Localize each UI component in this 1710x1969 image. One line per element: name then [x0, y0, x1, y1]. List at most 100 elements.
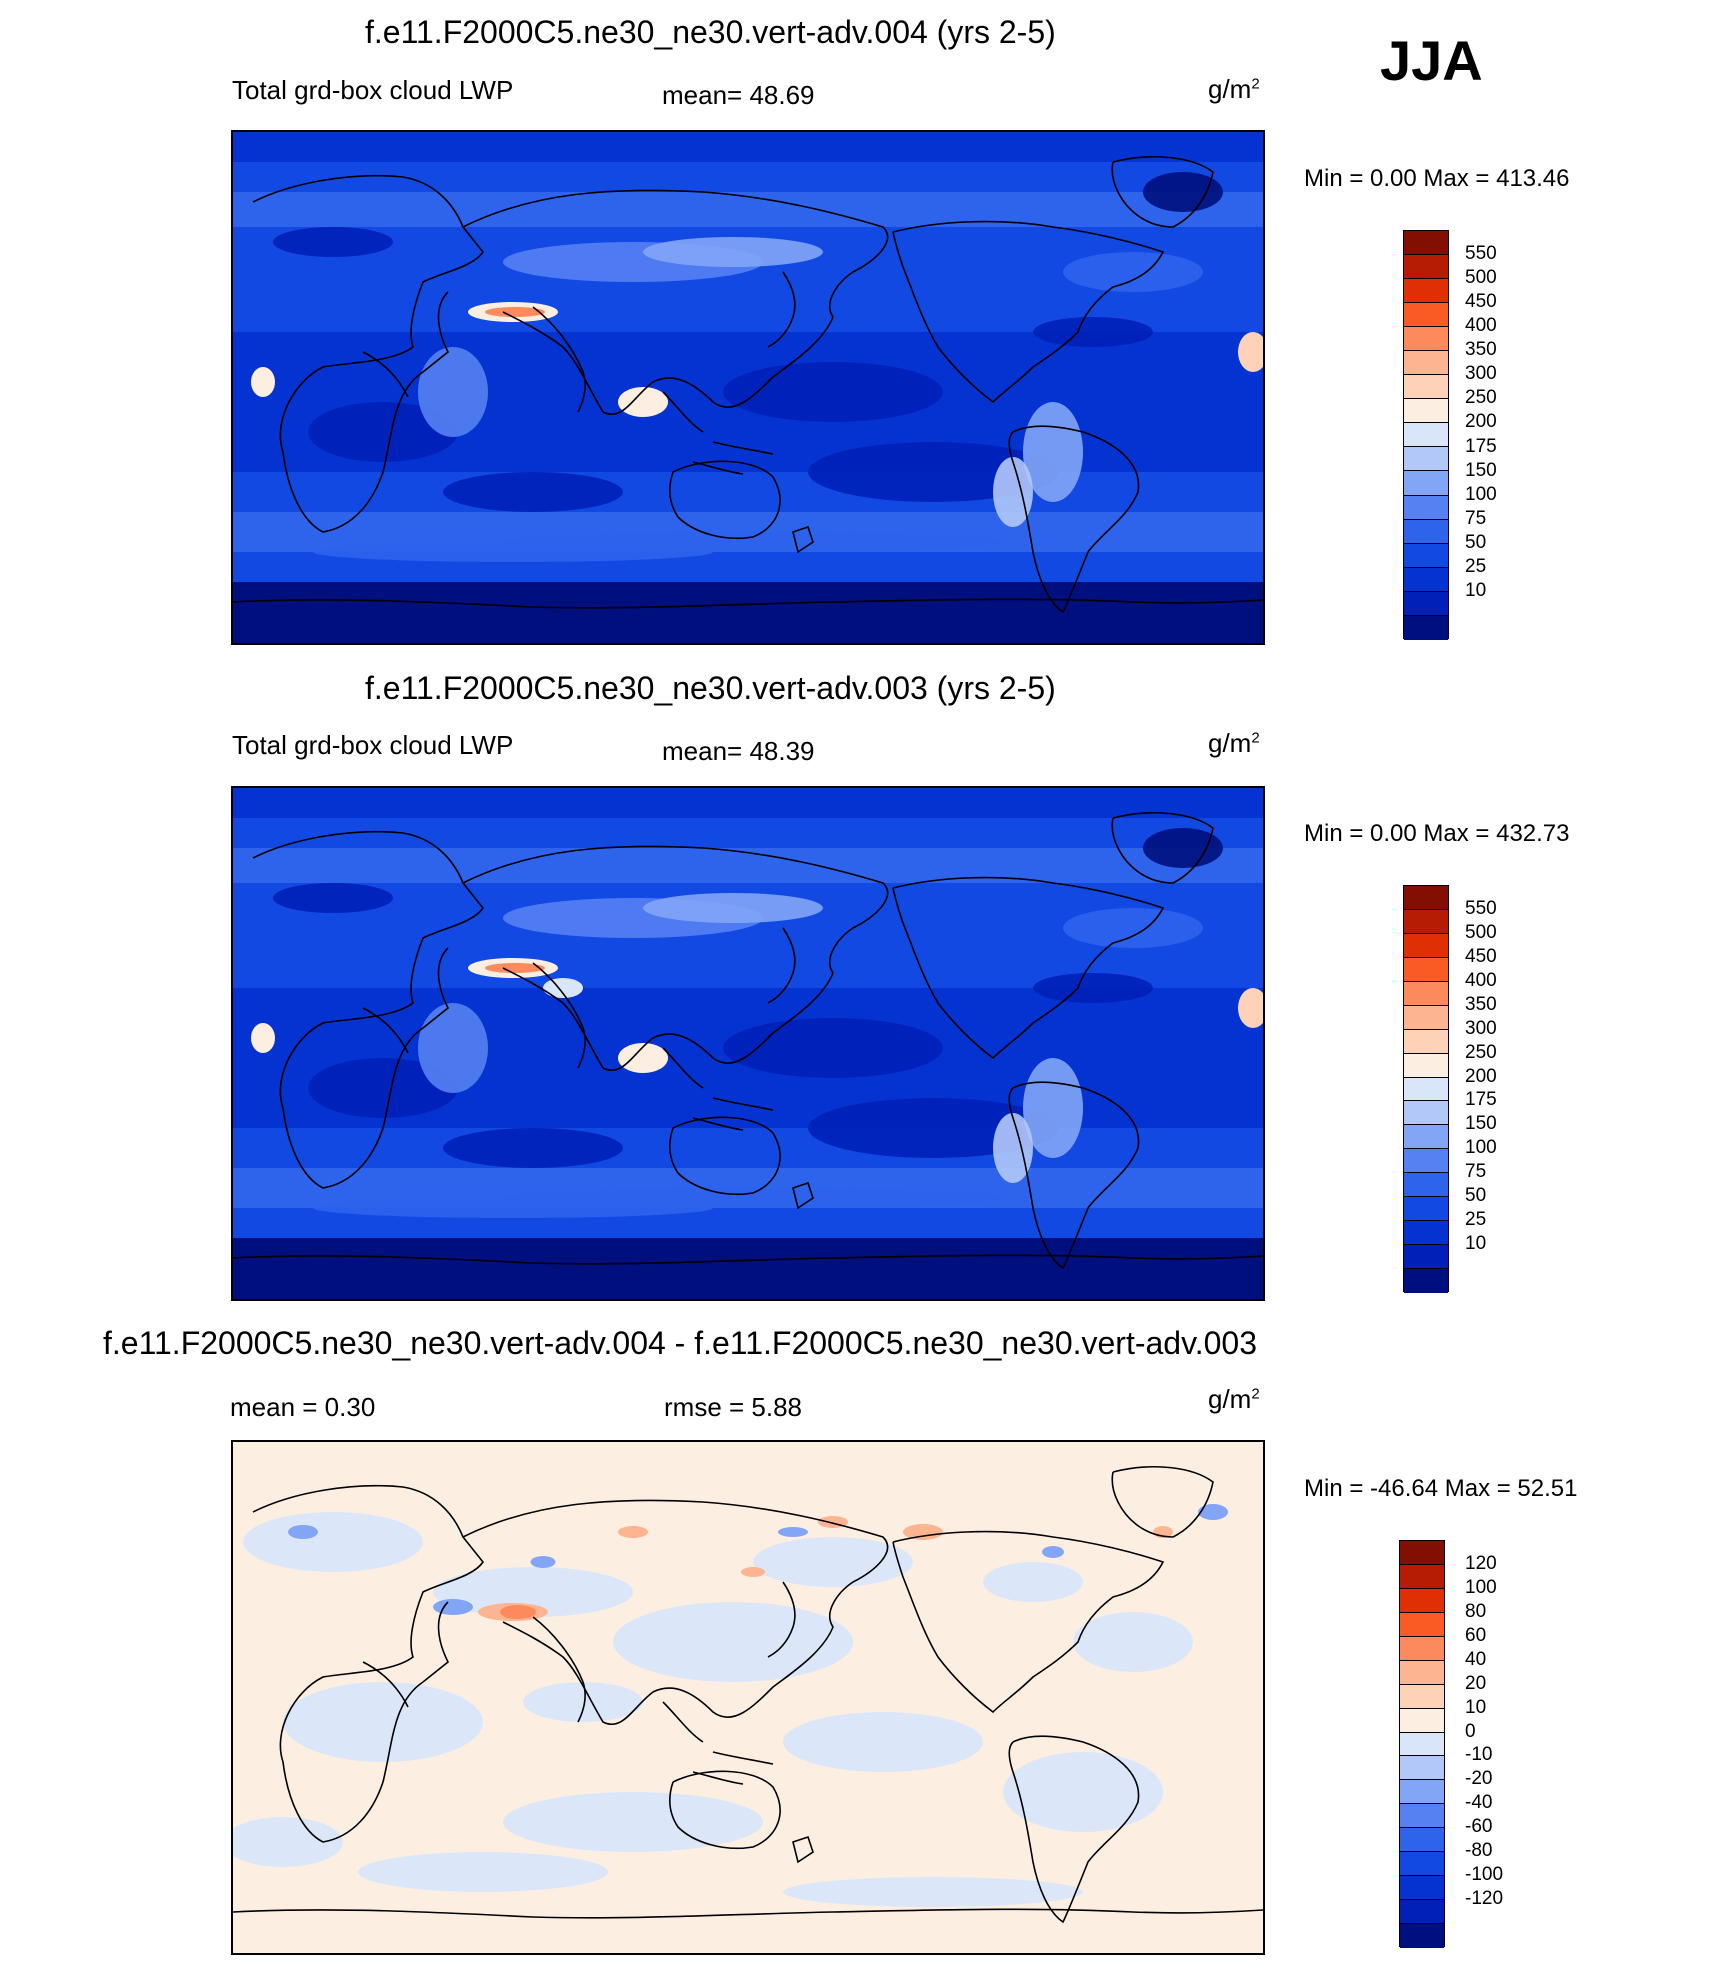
colorbar-tick-label: 150 — [1465, 459, 1497, 481]
colorbar-tick-label: 100 — [1465, 483, 1497, 505]
panel1-map-svg — [233, 132, 1263, 643]
colorbar-box — [1404, 1125, 1448, 1150]
panel3-mean-label: mean = 0.30 — [230, 1392, 376, 1422]
colorbar-box — [1404, 1197, 1448, 1222]
panel3-units: g/m2 — [1208, 1384, 1260, 1414]
panel3-map-svg — [233, 1442, 1263, 1953]
colorbar-box — [1404, 375, 1448, 400]
panel1-mean-label: mean= 48.69 — [662, 80, 815, 110]
colorbar-box — [1404, 591, 1448, 616]
colorbar-box — [1400, 1876, 1444, 1901]
panel1-units: g/m2 — [1208, 74, 1260, 104]
colorbar-tick-label: -80 — [1465, 1840, 1493, 1862]
colorbar-box — [1400, 1828, 1444, 1853]
panel2-mean-label: mean= 48.39 — [662, 736, 815, 766]
colorbar-tick-label: 175 — [1465, 1089, 1497, 1111]
colorbar-box — [1400, 1564, 1444, 1589]
colorbar-box — [1404, 447, 1448, 472]
colorbar-tick-label: 120 — [1465, 1552, 1497, 1574]
colorbar-box — [1404, 399, 1448, 424]
colorbar-tick-label: -120 — [1465, 1888, 1504, 1910]
colorbar-tick-label: -10 — [1465, 1744, 1493, 1766]
colorbar-tick-label: 60 — [1465, 1624, 1487, 1646]
colorbar-box — [1400, 1780, 1444, 1805]
colorbar-box — [1404, 543, 1448, 568]
colorbar-box — [1400, 1732, 1444, 1757]
colorbar-tick-label: 350 — [1465, 993, 1497, 1015]
colorbar-tick-label: 250 — [1465, 387, 1497, 409]
colorbar-tick-label: 500 — [1465, 921, 1497, 943]
panel1-minmax: Min = 0.00 Max = 413.46 — [1304, 165, 1570, 192]
colorbar-tick-label: 175 — [1465, 435, 1497, 457]
colorbar-tick-label: 75 — [1465, 507, 1487, 529]
colorbar-tick-label: 450 — [1465, 945, 1497, 967]
colorbar-tick-label: 40 — [1465, 1648, 1487, 1670]
panel1-colorbar — [1403, 230, 1449, 640]
colorbar-box — [1404, 567, 1448, 592]
colorbar-tick-label: 50 — [1465, 1185, 1487, 1207]
colorbar-box — [1404, 1245, 1448, 1269]
colorbar-box — [1404, 279, 1448, 304]
season-label: JJA — [1380, 29, 1483, 92]
colorbar-tick-label: 300 — [1465, 363, 1497, 385]
colorbar-tick-label: 550 — [1465, 243, 1497, 265]
panel1-variable-label: Total grd-box cloud LWP — [232, 75, 514, 105]
colorbar-tick-label: 200 — [1465, 1065, 1497, 1087]
panel2-map — [231, 786, 1265, 1301]
colorbar-box — [1404, 423, 1448, 448]
colorbar-tick-label: 25 — [1465, 555, 1487, 577]
panel2-colorbar — [1403, 885, 1449, 1293]
colorbar-tick-label: 100 — [1465, 1137, 1497, 1159]
panel3-rmse-label: rmse = 5.88 — [664, 1392, 803, 1422]
colorbar-box — [1400, 1660, 1444, 1685]
colorbar-tick-label: -20 — [1465, 1768, 1493, 1790]
colorbar-box — [1400, 1852, 1444, 1877]
colorbar-tick-label: -40 — [1465, 1792, 1493, 1814]
panel3-minmax: Min = -46.64 Max = 52.51 — [1304, 1475, 1578, 1502]
colorbar-box — [1404, 981, 1448, 1006]
colorbar-box — [1404, 1053, 1448, 1078]
colorbar-box — [1404, 1077, 1448, 1102]
colorbar-tick-label: 500 — [1465, 267, 1497, 289]
colorbar-box — [1404, 495, 1448, 520]
colorbar-box — [1404, 1269, 1448, 1293]
colorbar-tick-label: 20 — [1465, 1672, 1487, 1694]
colorbar-tick-label: -60 — [1465, 1816, 1493, 1838]
colorbar-box — [1400, 1756, 1444, 1781]
colorbar-box — [1404, 957, 1448, 982]
panel1-title: f.e11.F2000C5.ne30_ne30.vert-adv.004 (yr… — [365, 14, 1056, 50]
colorbar-box — [1400, 1541, 1444, 1565]
panel2-variable-label: Total grd-box cloud LWP — [232, 730, 514, 760]
colorbar-box — [1400, 1588, 1444, 1613]
colorbar-tick-label: 25 — [1465, 1209, 1487, 1231]
panel3-title: f.e11.F2000C5.ne30_ne30.vert-adv.004 - f… — [103, 1325, 1257, 1361]
colorbar-tick-label: 0 — [1465, 1720, 1476, 1742]
colorbar-tick-label: -100 — [1465, 1864, 1504, 1886]
panel3-colorbar — [1399, 1540, 1445, 1948]
colorbar-box — [1404, 303, 1448, 328]
colorbar-box — [1404, 933, 1448, 958]
colorbar-box — [1404, 1221, 1448, 1246]
colorbar-tick-label: 450 — [1465, 291, 1497, 313]
panel2-units: g/m2 — [1208, 728, 1260, 758]
colorbar-box — [1400, 1636, 1444, 1661]
colorbar-tick-label: 50 — [1465, 531, 1487, 553]
colorbar-box — [1404, 327, 1448, 352]
colorbar-tick-label: 350 — [1465, 339, 1497, 361]
colorbar-tick-label: 300 — [1465, 1017, 1497, 1039]
colorbar-tick-label: 250 — [1465, 1041, 1497, 1063]
colorbar-box — [1404, 1149, 1448, 1174]
colorbar-box — [1404, 1173, 1448, 1198]
colorbar-box — [1404, 1029, 1448, 1054]
colorbar-box — [1404, 519, 1448, 544]
panel3-map — [231, 1440, 1265, 1955]
colorbar-box — [1404, 351, 1448, 376]
colorbar-box — [1400, 1804, 1444, 1829]
panel2-title: f.e11.F2000C5.ne30_ne30.vert-adv.003 (yr… — [365, 670, 1056, 706]
colorbar-box — [1400, 1684, 1444, 1709]
colorbar-box — [1404, 615, 1448, 640]
colorbar-tick-label: 200 — [1465, 411, 1497, 433]
panel2-map-svg — [233, 788, 1263, 1299]
colorbar-tick-label: 400 — [1465, 969, 1497, 991]
colorbar-tick-label: 75 — [1465, 1161, 1487, 1183]
